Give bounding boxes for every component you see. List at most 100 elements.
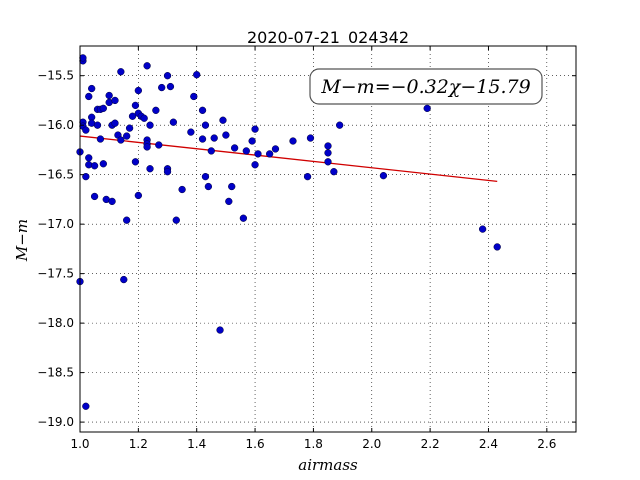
- data-point: [123, 132, 131, 140]
- y-tick-label: −19.0: [37, 415, 74, 429]
- data-point: [134, 86, 143, 95]
- plot-area: [80, 46, 576, 432]
- data-point: [330, 168, 338, 176]
- fit-equation-box: M−m=−0.32χ−15.79: [309, 68, 543, 105]
- data-point: [251, 161, 259, 169]
- data-point: [90, 192, 99, 201]
- y-tick-label: −18.5: [37, 366, 74, 380]
- data-point: [201, 121, 210, 129]
- x-axis-label: airmass: [298, 456, 358, 474]
- data-point: [90, 162, 99, 170]
- data-point: [219, 116, 227, 124]
- data-point: [204, 182, 213, 191]
- plot-background: [80, 46, 576, 432]
- data-point: [85, 154, 93, 162]
- axes: [79, 45, 577, 433]
- data-point: [242, 147, 250, 155]
- data-point: [140, 114, 148, 122]
- data-point: [158, 83, 166, 92]
- data-point: [423, 104, 431, 113]
- data-point: [117, 136, 125, 144]
- data-point: [166, 82, 175, 91]
- data-point: [79, 54, 87, 62]
- y-axis-label: M−m: [13, 219, 31, 262]
- x-tick-labels: 1.0 1.2 1.4 1.6 1.8 2.0 2.2 2.4 2.6: [70, 437, 556, 451]
- data-point: [146, 121, 154, 129]
- data-point: [82, 172, 90, 181]
- data-point: [198, 106, 207, 114]
- data-point: [143, 62, 151, 70]
- y-tick-label: −18.0: [37, 316, 74, 330]
- data-point: [163, 168, 172, 176]
- data-point: [85, 92, 93, 101]
- x-tick-label: 2.4: [479, 437, 498, 451]
- data-point: [117, 68, 125, 76]
- data-point: [265, 150, 274, 158]
- data-point: [155, 141, 163, 149]
- data-point: [82, 126, 90, 134]
- data-point: [143, 143, 151, 151]
- fit-equation-text: M−m=−0.32χ−15.79: [320, 76, 530, 98]
- data-point: [187, 128, 195, 136]
- data-point: [193, 71, 201, 79]
- data-point: [128, 112, 137, 120]
- data-point: [93, 121, 102, 129]
- x-tick-label: 1.6: [246, 437, 265, 451]
- data-point: [289, 137, 297, 145]
- data-point: [163, 72, 172, 80]
- data-point: [478, 225, 487, 233]
- y-tick-label: −17.5: [37, 267, 74, 281]
- data-point: [96, 135, 105, 143]
- data-point: [172, 216, 180, 224]
- x-tick-label: 1.8: [304, 437, 323, 451]
- x-tick-label: 1.2: [129, 437, 148, 451]
- data-point: [324, 149, 332, 157]
- data-point: [254, 150, 262, 158]
- data-point: [225, 197, 233, 206]
- data-point: [324, 158, 332, 166]
- data-point: [248, 137, 256, 145]
- data-point: [88, 84, 96, 93]
- plot-frame: [79, 45, 577, 433]
- chart-title: 2020-07-21_024342: [247, 28, 409, 48]
- data-point: [210, 134, 218, 142]
- data-point: [271, 145, 280, 153]
- data-point: [178, 185, 186, 194]
- data-point: [146, 165, 154, 173]
- data-point: [324, 142, 332, 150]
- data-point: [169, 118, 178, 126]
- data-point: [152, 106, 160, 114]
- data-point: [239, 214, 248, 222]
- data-points: [76, 54, 501, 410]
- data-point: [131, 158, 140, 166]
- data-point: [99, 104, 107, 113]
- data-point: [120, 275, 128, 284]
- data-point: [134, 191, 143, 200]
- y-tick-label: −15.5: [37, 69, 74, 83]
- x-tick-label: 2.2: [421, 437, 440, 451]
- data-point: [251, 125, 259, 133]
- data-point: [336, 121, 344, 129]
- data-point: [108, 197, 116, 206]
- data-point: [207, 147, 215, 155]
- x-tick-label: 2.6: [537, 437, 556, 451]
- y-tick-label: −17.0: [37, 217, 74, 231]
- data-point: [82, 402, 90, 410]
- data-point: [125, 124, 134, 132]
- data-point: [201, 172, 210, 181]
- data-point: [379, 172, 388, 180]
- data-point: [493, 243, 501, 251]
- data-point: [123, 216, 131, 224]
- data-point: [105, 91, 113, 100]
- data-point: [131, 101, 140, 110]
- data-point: [306, 134, 315, 142]
- data-point: [230, 144, 239, 152]
- data-point: [111, 119, 119, 127]
- y-tick-label: −16.5: [37, 168, 74, 182]
- y-tick-labels: −15.5 −16.0 −16.5 −17.0 −17.5 −18.0 −18.5 −19.0: [37, 69, 74, 429]
- data-point: [99, 160, 107, 168]
- data-point: [111, 96, 119, 105]
- data-point: [222, 131, 230, 139]
- data-point: [228, 182, 236, 191]
